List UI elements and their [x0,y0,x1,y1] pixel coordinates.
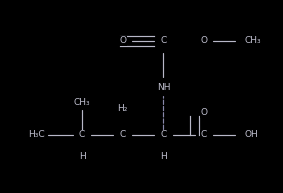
Text: OH: OH [245,130,258,139]
Text: NH: NH [157,83,170,92]
Text: C: C [120,130,126,139]
Text: H₂: H₂ [117,104,128,113]
Text: O: O [119,36,126,46]
Text: C: C [160,130,166,139]
Text: H: H [160,152,167,161]
Text: O: O [201,36,207,46]
Text: CH₃: CH₃ [245,36,261,46]
Text: CH₃: CH₃ [74,98,90,107]
Text: C: C [201,130,207,139]
Text: O: O [201,108,207,117]
Text: C: C [79,130,85,139]
Text: C: C [160,36,166,46]
Text: H₃C: H₃C [28,130,44,139]
Text: H: H [79,152,85,161]
